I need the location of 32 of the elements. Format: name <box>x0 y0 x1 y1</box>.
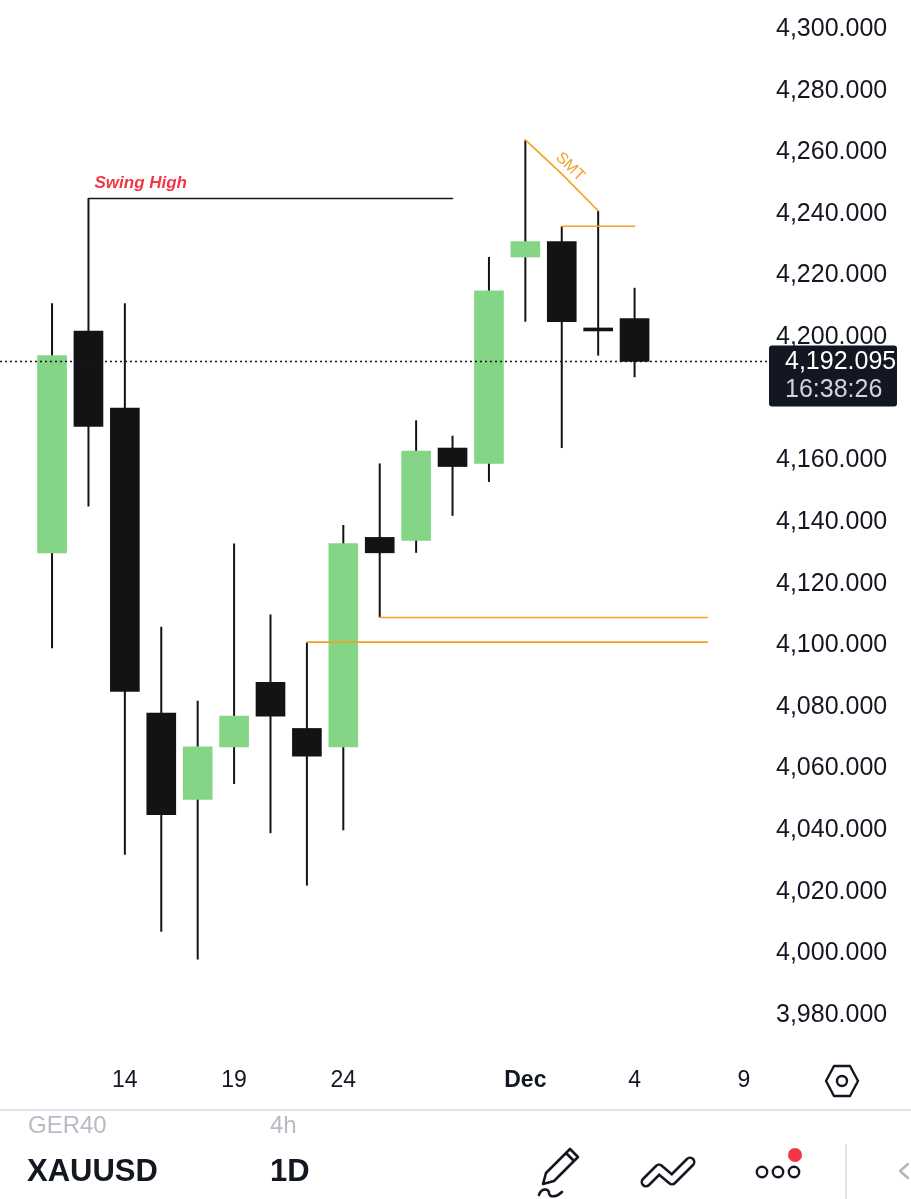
candlestick <box>364 462 395 619</box>
text: SMT <box>552 148 590 184</box>
y-tick-label: 4,020.000 <box>776 875 888 904</box>
text: 16:38:26 <box>785 374 883 403</box>
y-tick-label: 4,100.000 <box>776 629 888 658</box>
y-tick-label: 4,260.000 <box>776 136 888 165</box>
y-tick-label: 4,060.000 <box>776 752 888 781</box>
x-tick-label: Dec <box>504 1066 547 1093</box>
candlestick <box>219 542 249 785</box>
y-tick-label: 4,220.000 <box>776 259 888 288</box>
x-tick-label: 9 <box>737 1066 751 1093</box>
x-tick-label: 24 <box>330 1066 357 1093</box>
series-label: Swing High <box>94 173 187 193</box>
y-tick-label: 4,280.000 <box>776 74 888 103</box>
y-tick-label: 4,300.000 <box>776 12 888 41</box>
text: GER40 <box>28 1111 107 1138</box>
y-tick-label: 4,240.000 <box>776 197 888 226</box>
y-tick-label: 4,140.000 <box>776 505 888 534</box>
y-tick-label: 4,120.000 <box>776 567 888 596</box>
y-tick-label: 3,980.000 <box>776 998 888 1027</box>
candlestick <box>292 641 322 887</box>
text: 1D <box>270 1153 310 1188</box>
candlestick <box>510 138 541 323</box>
text: 4h <box>270 1111 297 1138</box>
y-tick-label: 4,160.000 <box>776 444 888 473</box>
text: XAUUSD <box>27 1153 158 1188</box>
x-tick-label: 19 <box>221 1066 247 1093</box>
y-tick-label: 4,000.000 <box>776 937 888 966</box>
y-tick-label: 4,040.000 <box>776 814 888 843</box>
x-tick-label: 4 <box>628 1066 642 1093</box>
x-tick-label: 14 <box>112 1066 138 1093</box>
y-tick-label: 4,080.000 <box>776 690 888 719</box>
